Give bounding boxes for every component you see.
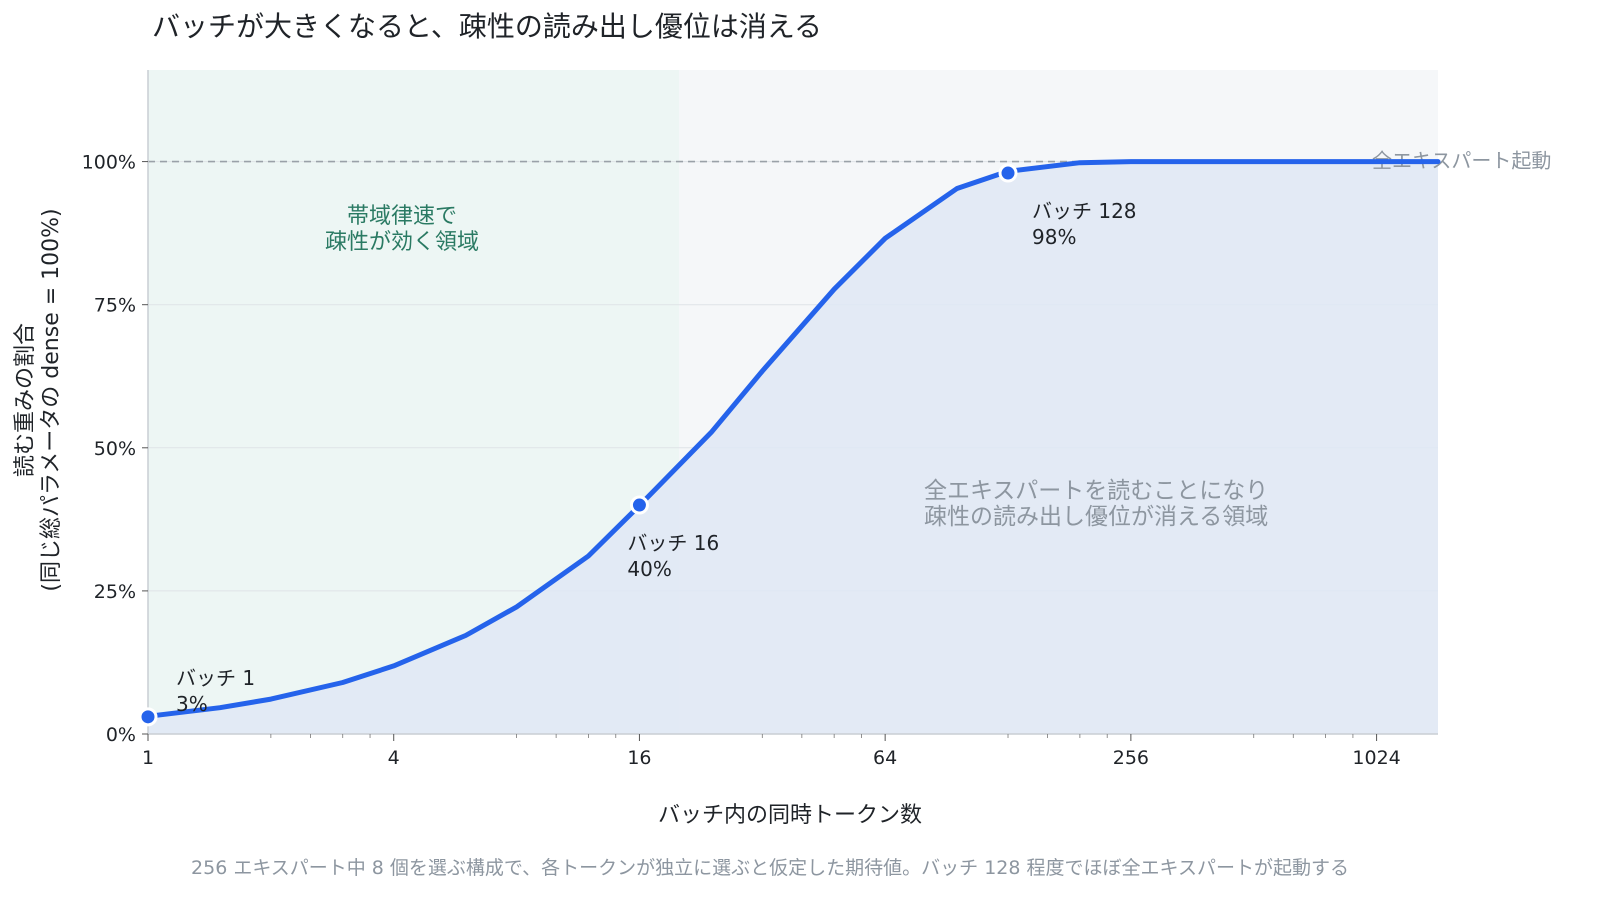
y-tick-label: 75%: [94, 295, 136, 317]
x-tick-label: 4: [388, 747, 400, 769]
point-label-2: バッチ 128: [1032, 199, 1137, 223]
point-label-1: バッチ 16: [627, 531, 719, 555]
point-label-0: バッチ 1: [176, 666, 255, 690]
point-value-label-1: 40%: [627, 557, 671, 581]
point-value-label-2: 98%: [1032, 225, 1076, 249]
y-tick-label: 0%: [106, 724, 136, 746]
area-fill: [148, 161, 1438, 735]
x-tick-label: 64: [873, 747, 897, 769]
region-label-saturation-line2: 疎性の読み出し優位が消える領域: [924, 504, 1268, 530]
highlight-point-0: [138, 707, 158, 727]
x-tick-label: 1024: [1352, 747, 1400, 769]
x-tick-label: 16: [627, 747, 651, 769]
chart-title: バッチが大きくなると、疎性の読み出し優位は消える: [152, 10, 822, 43]
x-tick-label: 256: [1113, 747, 1149, 769]
x-axis-label: バッチ内の同時トークン数: [658, 803, 922, 828]
y-axis-label-line1: 読む重みの割合: [13, 323, 38, 477]
region-label-saturation-line1: 全エキスパートを読むことになり: [924, 478, 1268, 504]
point-value-label-0: 3%: [176, 692, 208, 716]
chart-caption: 256 エキスパート中 8 個を選ぶ構成で、各トークンが独立に選ぶと仮定した期待…: [191, 857, 1349, 879]
highlight-point-2: [998, 163, 1018, 183]
y-tick-label: 50%: [94, 438, 136, 460]
y-tick-label: 25%: [94, 581, 136, 603]
y-axis-label-line2: (同じ総パラメータの dense = 100%): [39, 208, 64, 591]
y-tick-label: 100%: [82, 152, 136, 174]
region-label-bandwidth-line2: 疎性が効く領域: [325, 230, 479, 255]
x-tick-label: 1: [142, 747, 154, 769]
region-label-bandwidth-line1: 帯域律速で: [347, 204, 457, 229]
series-line: [145, 159, 1441, 719]
highlight-point-1: [629, 495, 649, 515]
